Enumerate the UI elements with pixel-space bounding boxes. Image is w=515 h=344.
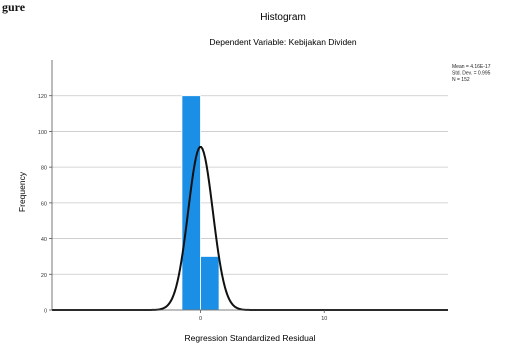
- stats-line: N = 152: [452, 77, 470, 83]
- y-tick-label: 20: [41, 273, 47, 279]
- y-tick-label: 100: [38, 130, 47, 136]
- x-tick-label: 0: [199, 316, 202, 322]
- stats-line: Mean = 4.16E-17: [452, 64, 491, 70]
- x-axis-label: Regression Standardized Residual: [185, 333, 316, 343]
- y-tick-label: 80: [41, 166, 47, 172]
- y-tick-label: 0: [44, 309, 47, 315]
- histogram-bar: [181, 95, 201, 311]
- axes: 0 20 40 60 80 100 120 0 10: [38, 60, 448, 322]
- x-tick-label: 10: [321, 316, 327, 322]
- grid-lines: [52, 95, 448, 275]
- y-axis-label: Frequency: [17, 171, 27, 212]
- normal-curve-layer: [52, 145, 448, 311]
- stats-line: Std. Dev. = 0.995: [452, 71, 491, 77]
- figure-corner-label: gure: [2, 0, 26, 14]
- chart-subtitle: Dependent Variable: Kebijakan Dividen: [209, 37, 357, 47]
- normal-curve: [52, 145, 448, 311]
- chart-title: Histogram: [260, 12, 306, 23]
- y-tick-label: 60: [41, 201, 47, 207]
- histogram-bar: [200, 256, 220, 311]
- y-tick-label: 40: [41, 237, 47, 243]
- y-tick-label: 120: [38, 94, 47, 100]
